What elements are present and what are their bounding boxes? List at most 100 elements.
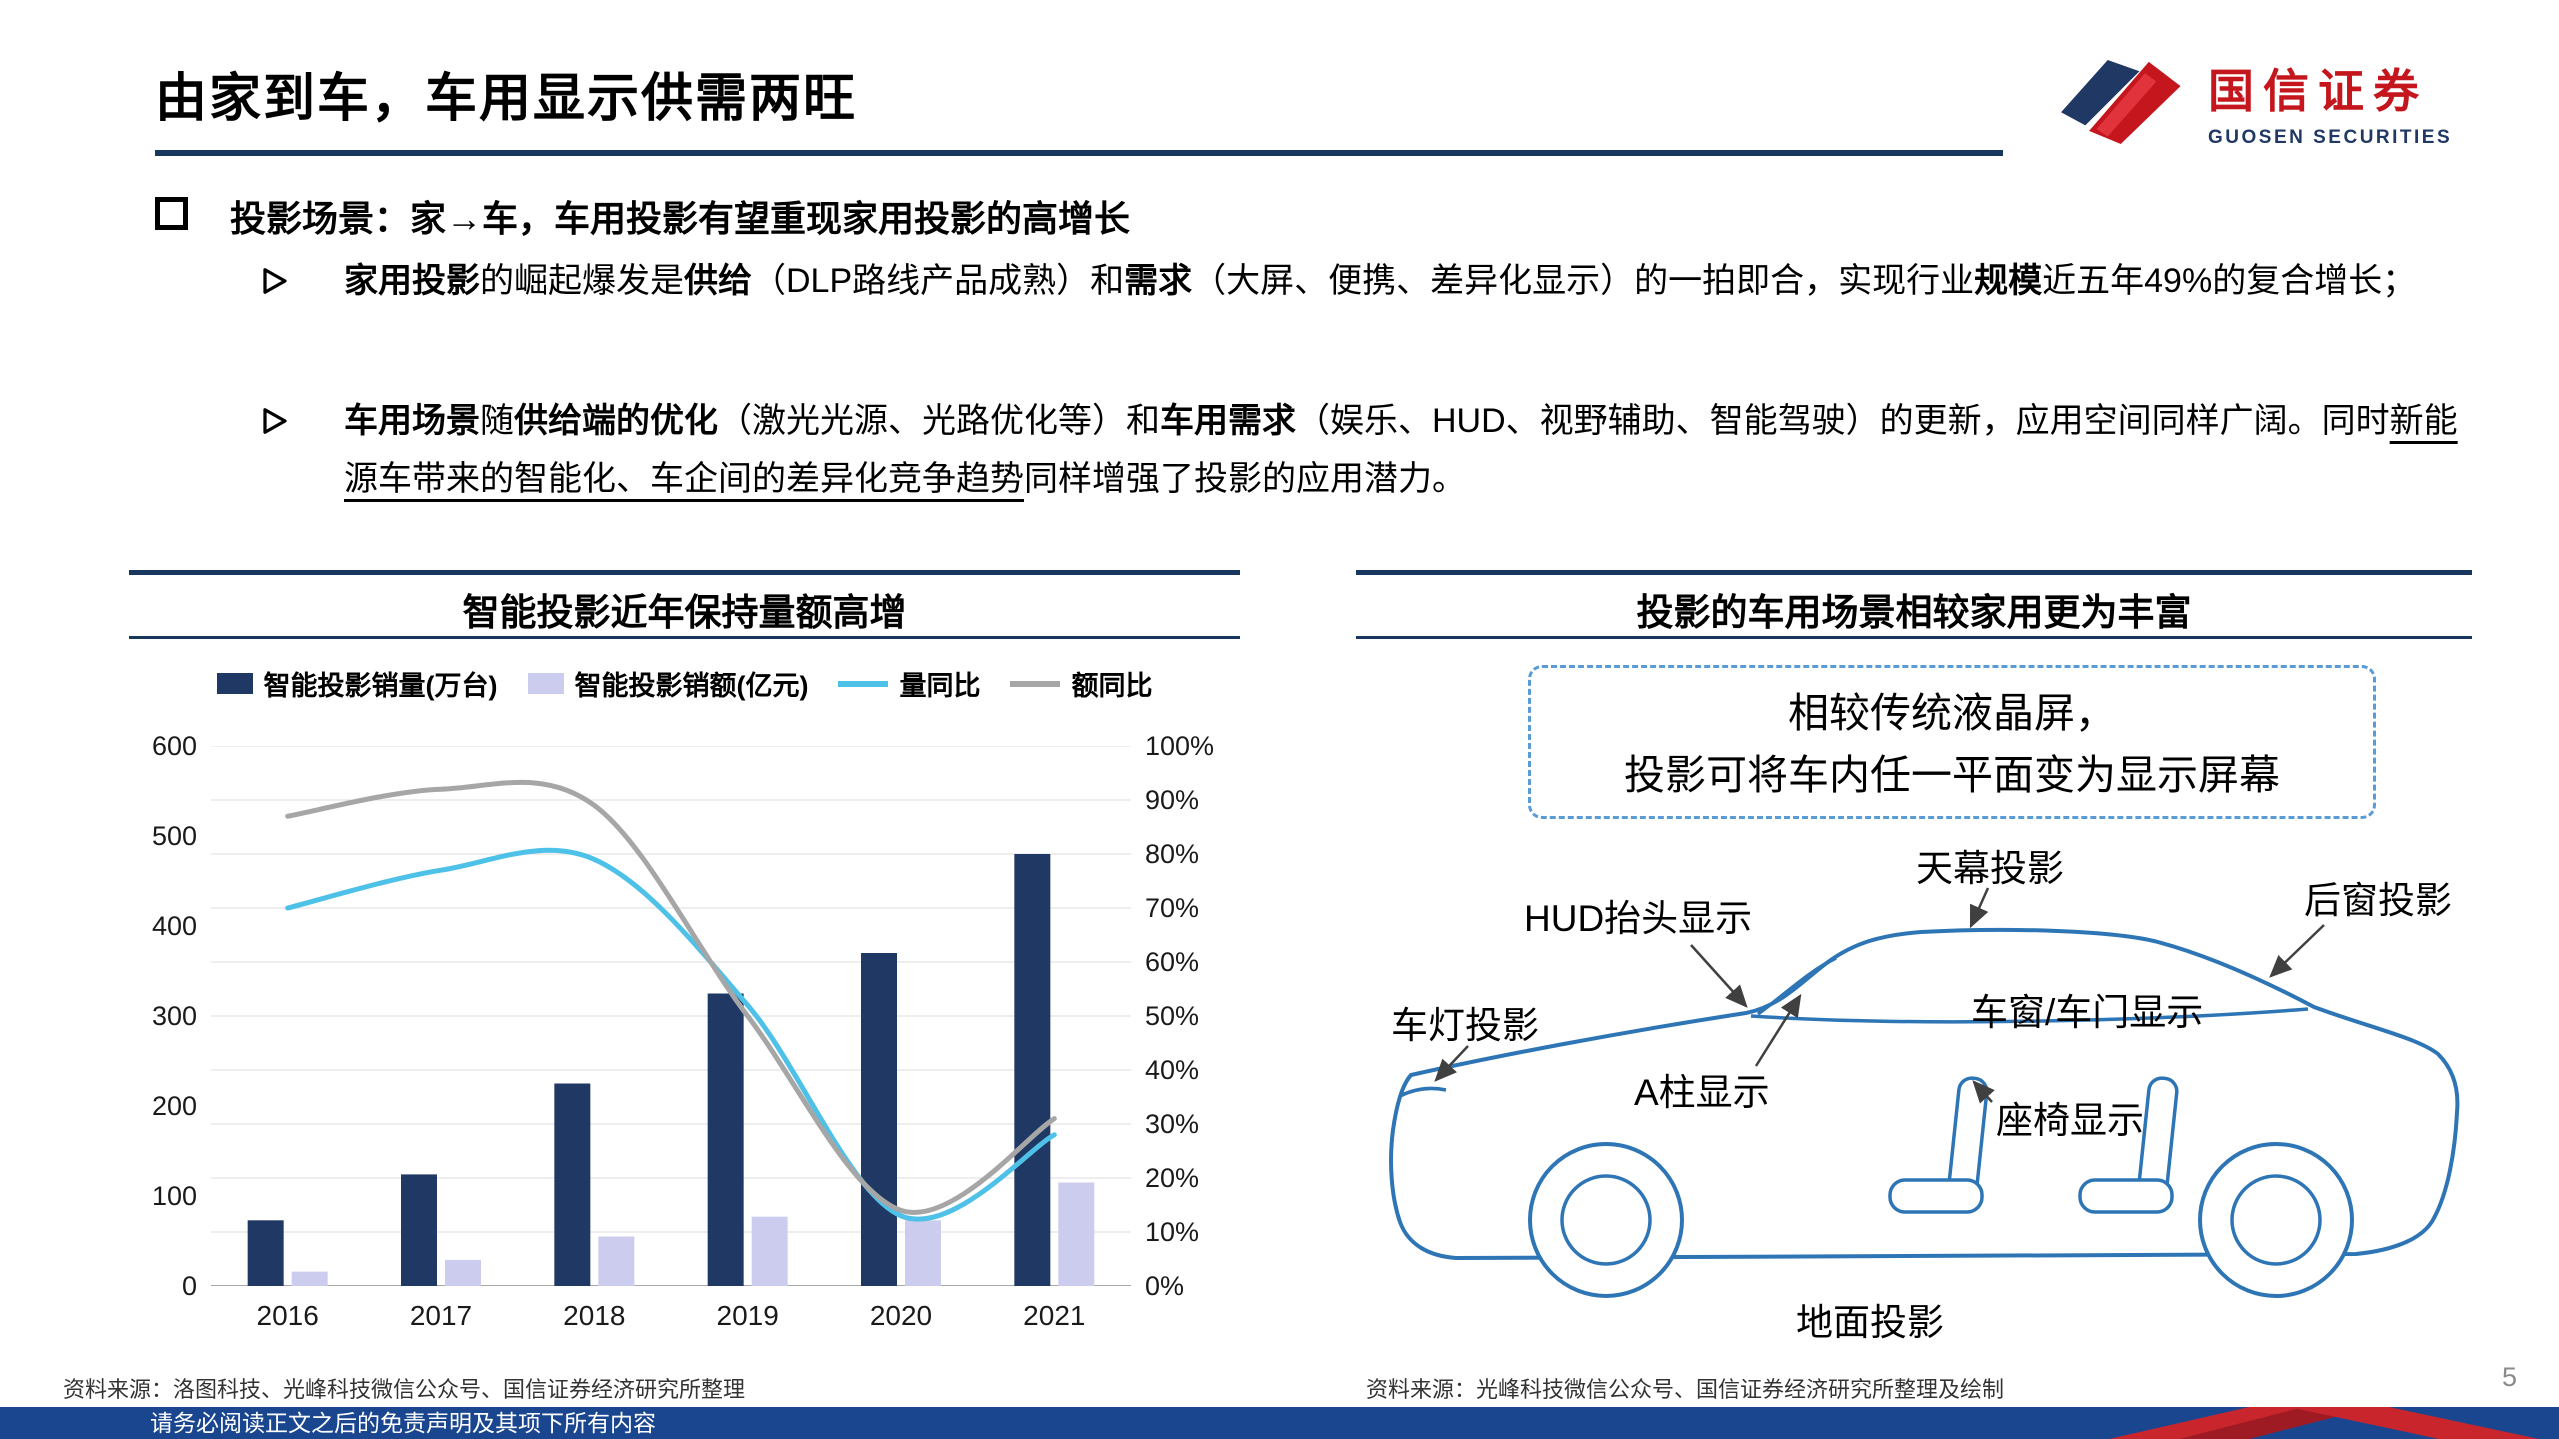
bullet-sub1-text: 家用投影的崛起爆发是供给（DLP路线产品成熟）和需求（大屏、便携、差异化显示）的… (344, 262, 2417, 300)
car-headlight (1399, 1086, 1447, 1098)
bar-智能投影销量(万台)-2016 (247, 1220, 284, 1286)
y-left-tick: 400 (151, 911, 197, 941)
y-right-tick: 80% (1145, 839, 1200, 869)
y-right-tick: 0% (1145, 1271, 1185, 1301)
legend-item-智能投影销量(万台): 智能投影销量(万台) (216, 664, 498, 703)
bar-智能投影销额(亿元)-2018 (598, 1236, 635, 1286)
bar-智能投影销量(万台)-2017 (401, 1174, 437, 1286)
chart-plot: 0 100 200 300 400 500 600 0% 10% 20% 30% 40% 50% 60%… (129, 731, 1240, 1366)
car-a-pillar (1756, 956, 1837, 1016)
y-right-tick: 40% (1145, 1055, 1200, 1085)
logo-name-en: GUOSEN SECURITIES (2208, 127, 2453, 148)
panel-rule (1356, 570, 2472, 575)
bar-智能投影销额(亿元)-2016 (291, 1271, 328, 1286)
callout-line1: 相较传统液晶屏， (1788, 690, 2116, 736)
leader-lines (1434, 887, 2325, 1104)
left-chart-title: 智能投影近年保持量额高增 (462, 592, 907, 633)
rear-wheel-hub (2230, 1174, 2322, 1266)
panel-rule (129, 636, 1240, 639)
rear-seat (2078, 1076, 2179, 1214)
bullet-sub2-text: 车用场景随供给端的优化（激光光源、光路优化等）和车用需求（娱乐、HUD、视野辅助… (344, 402, 2458, 498)
y-left-tick: 500 (151, 821, 197, 851)
y-axis-left: 0 100 200 300 400 500 600 (139, 731, 197, 1301)
bar-智能投影销量(万台)-2018 (554, 1083, 591, 1286)
y-right-tick: 50% (1145, 1001, 1200, 1031)
bar-智能投影销额(亿元)-2020 (905, 1220, 941, 1286)
page-title: 由家到车，车用显示供需两旺 (155, 70, 858, 128)
source-left: 资料来源：洛图科技、光峰科技微信公众号、国信证券经济研究所整理 (63, 1377, 746, 1402)
legend-line-swatch (838, 680, 889, 687)
chevron-right-icon (263, 268, 287, 294)
callout-box: 相较传统液晶屏， 投影可将车内任一平面变为显示屏幕 (1528, 665, 2376, 819)
chart-legend: 智能投影销量(万台) 智能投影销额(亿元) 量同比 额同比 (129, 664, 1240, 703)
y-right-tick: 30% (1145, 1109, 1200, 1139)
car-beltline (1750, 1007, 2309, 1024)
x-tick-2016: 2016 (256, 1300, 319, 1331)
square-bullet-icon (155, 197, 188, 230)
logo-name-cn: 国信证券 (2208, 65, 2428, 117)
legend-label: 智能投影销额(亿元) (574, 671, 809, 701)
line-额同比 (285, 779, 1057, 1215)
bar-智能投影销量(万台)-2019 (707, 993, 744, 1286)
chevron-right-icon (263, 408, 287, 434)
x-tick-2020: 2020 (869, 1300, 933, 1331)
bar-智能投影销额(亿元)-2021 (1058, 1182, 1095, 1286)
company-logo: 国信证券 GUOSEN SECURITIES (2048, 48, 2452, 156)
y-left-tick: 0 (181, 1271, 197, 1301)
legend-line-swatch (1010, 680, 1061, 687)
bullet-sub1: 家用投影的崛起爆发是供给（DLP路线产品成熟）和需求（大屏、便携、差异化显示）的… (258, 252, 2488, 310)
bar-智能投影销额(亿元)-2019 (751, 1216, 788, 1286)
y-left-tick: 600 (151, 731, 197, 761)
bullet-main: 投影场景：家→车，车用投影有望重现家用投影的高增长 (155, 190, 1130, 242)
panel-rule (129, 570, 1240, 575)
bullet-sub2: 车用场景随供给端的优化（激光光源、光路优化等）和车用需求（娱乐、HUD、视野辅助… (258, 392, 2488, 508)
bar-智能投影销量(万台)-2020 (861, 953, 897, 1286)
right-chart-title: 投影的车用场景相较家用更为丰富 (1636, 592, 2192, 633)
legend-label: 额同比 (1071, 671, 1153, 701)
label-roof-projection: 天幕投影 (1916, 848, 2064, 889)
y-left-tick: 200 (151, 1091, 197, 1121)
label-ground-projection: 地面投影 (1796, 1302, 1944, 1343)
page-number: 5 (2502, 1362, 2518, 1392)
x-tick-2019: 2019 (716, 1300, 779, 1331)
guosen-ribbon-icon (2061, 60, 2181, 144)
callout-line2: 投影可将车内任一平面变为显示屏幕 (1624, 752, 2280, 798)
footer-red-ribbon-decoration (2109, 1407, 2539, 1439)
label-a-pillar-display: A柱显示 (1634, 1072, 1770, 1113)
line-量同比 (285, 847, 1057, 1222)
legend-item-量同比: 量同比 (838, 664, 980, 703)
car-diagram (1389, 887, 2460, 1298)
y-right-tick: 70% (1145, 893, 1200, 923)
bar-智能投影销额(亿元)-2017 (445, 1259, 481, 1286)
left-chart-panel: 智能投影近年保持量额高增 智能投影销量(万台) 智能投影销额(亿元) 量同比 额同比 … (129, 570, 1240, 1370)
y-left-tick: 100 (151, 1181, 197, 1211)
y-right-tick: 20% (1145, 1163, 1200, 1193)
y-right-tick: 60% (1145, 947, 1200, 977)
panel-rule (1356, 636, 2472, 639)
title-underline (155, 150, 2003, 156)
legend-bar-swatch (216, 673, 253, 694)
y-right-tick: 90% (1145, 785, 1200, 815)
label-window-door-display: 车窗/车门显示 (1971, 992, 2204, 1033)
y-left-tick: 300 (151, 1001, 197, 1031)
y-right-tick: 100% (1145, 731, 1215, 761)
source-right: 资料来源：光峰科技微信公众号、国信证券经济研究所整理及绘制 (1366, 1377, 2005, 1402)
legend-bar-swatch (527, 673, 564, 694)
legend-item-智能投影销额(亿元): 智能投影销额(亿元) (527, 664, 809, 703)
y-axis-right: 0% 10% 20% 30% 40% 50% 60% 70% 80% 90% 100% (1145, 731, 1240, 1301)
label-headlight-projection: 车灯投影 (1391, 1005, 1539, 1046)
legend-label: 量同比 (899, 671, 981, 701)
footer-bar: 请务必阅读正文之后的免责声明及其项下所有内容 (0, 1407, 2559, 1439)
front-wheel-hub (1560, 1174, 1652, 1266)
x-tick-2018: 2018 (563, 1300, 626, 1331)
x-tick-2021: 2021 (1023, 1300, 1086, 1331)
legend-item-额同比: 额同比 (1010, 664, 1152, 703)
label-seat-display: 座椅显示 (1996, 1100, 2144, 1141)
front-seat (1888, 1076, 1989, 1214)
label-hud-display: HUD抬头显示 (1524, 898, 1753, 939)
legend-label: 智能投影销量(万台) (263, 671, 498, 701)
disclaimer-text: 请务必阅读正文之后的免责声明及其项下所有内容 (150, 1410, 656, 1436)
x-tick-2017: 2017 (409, 1300, 473, 1331)
label-rear-window-projection: 后窗投影 (2304, 880, 2452, 921)
